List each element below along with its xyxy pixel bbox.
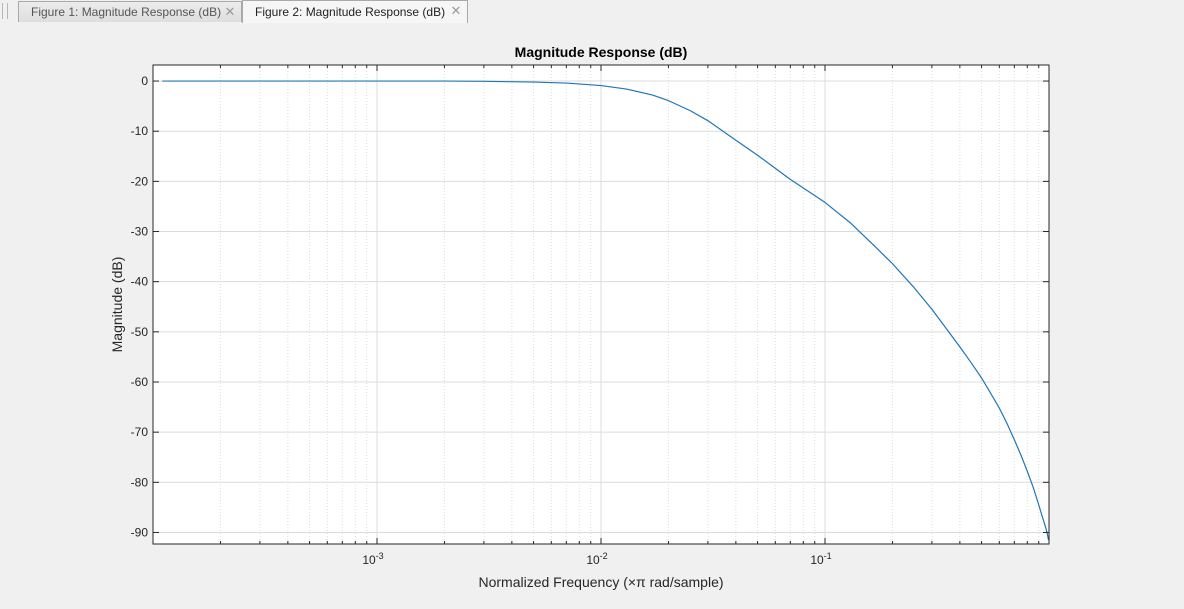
line-layer xyxy=(162,80,1050,541)
x-tick-label: 10-1 xyxy=(810,551,831,567)
tab-bar: Figure 1: Magnitude Response (dB) ✕ Figu… xyxy=(0,0,1184,23)
y-axis-label: Magnitude (dB) xyxy=(109,257,125,353)
magnitude-series-line xyxy=(162,80,1050,541)
close-icon[interactable]: ✕ xyxy=(450,3,462,18)
y-tick-label: -60 xyxy=(131,375,149,389)
y-tick-label: -80 xyxy=(131,475,149,489)
y-tick-label: 0 xyxy=(141,74,148,88)
y-tick-label: -70 xyxy=(131,425,149,439)
y-tick-label: -90 xyxy=(131,525,149,539)
y-tick-label: -50 xyxy=(131,325,149,339)
tab-label: Figure 1: Magnitude Response (dB) xyxy=(31,4,222,19)
y-tick-label: -30 xyxy=(131,225,149,239)
x-tick-label: 10-3 xyxy=(362,551,383,567)
tab-figure-2[interactable]: Figure 2: Magnitude Response (dB) ✕ xyxy=(242,0,468,23)
close-icon[interactable]: ✕ xyxy=(224,4,236,19)
x-axis-label: Normalized Frequency (×π rad/sample) xyxy=(478,574,723,590)
tab-figure-1[interactable]: Figure 1: Magnitude Response (dB) ✕ xyxy=(18,1,242,22)
tab-label: Figure 2: Magnitude Response (dB) xyxy=(255,4,446,19)
figure-canvas: 10-3 10-2 10-1 0 -10 -20 -30 -40 -50 -60 -70 -80 -90… xyxy=(0,22,1184,609)
magnitude-chart: 10-3 10-2 10-1 0 -10 -20 -30 -40 -50 -60 -70 -80 -90… xyxy=(109,44,1050,590)
chart-title: Magnitude Response (dB) xyxy=(515,44,688,60)
tab-bar-grip[interactable] xyxy=(2,3,8,19)
y-tick-label: -10 xyxy=(131,124,149,138)
y-tick-label: -40 xyxy=(131,275,149,289)
y-tick-label: -20 xyxy=(131,174,149,188)
x-tick-label: 10-2 xyxy=(586,551,607,567)
grid-layer xyxy=(153,65,1049,544)
